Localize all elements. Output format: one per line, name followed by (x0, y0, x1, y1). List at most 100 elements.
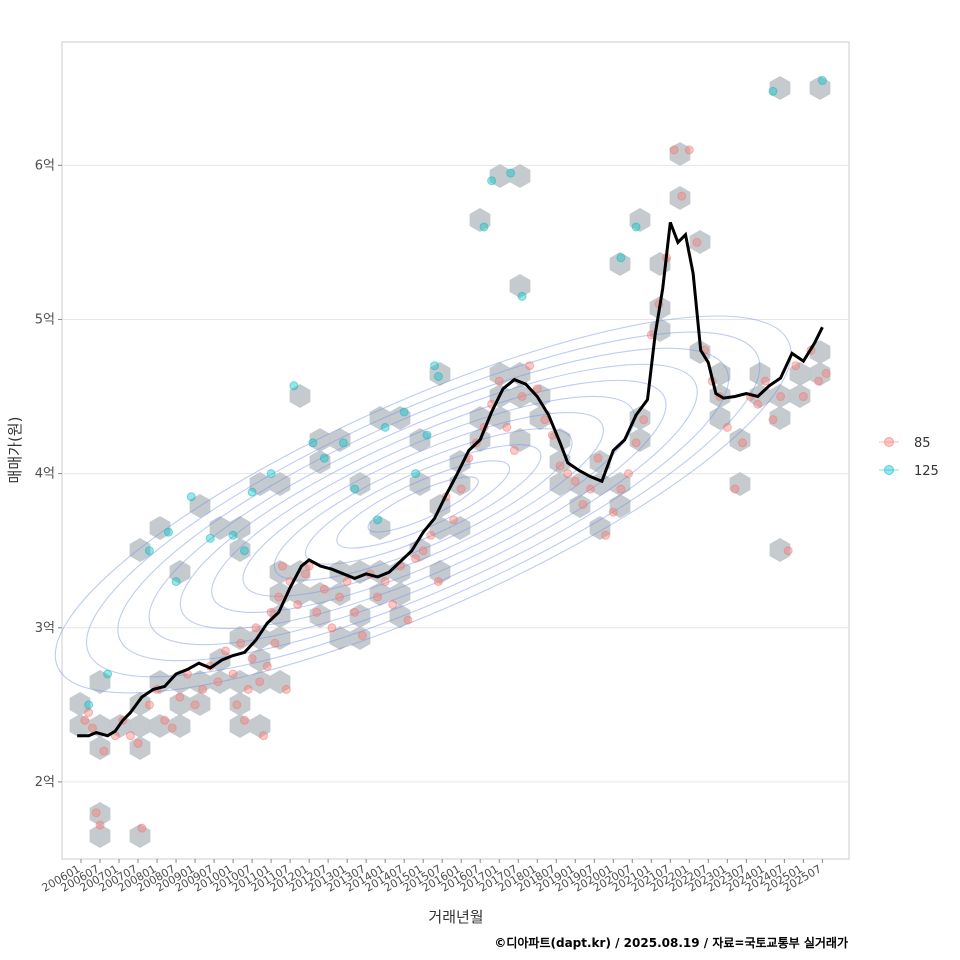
point-125 (433, 372, 443, 382)
hex-bin (389, 604, 411, 628)
hex-bin (589, 516, 611, 540)
density-contour (367, 476, 479, 533)
hex-bin (409, 428, 431, 452)
y-tick-label: 6억 (35, 158, 55, 173)
chart-caption: ©디아파트(dapt.kr) / 2025.08.19 / 자료=국토교통부 실… (494, 935, 848, 950)
point-85 (517, 392, 527, 402)
point-85 (259, 731, 269, 741)
hex-bin (129, 736, 151, 760)
point-85 (449, 515, 459, 525)
plot-panel (61, 41, 850, 860)
point-85 (563, 469, 573, 479)
point-125 (768, 86, 778, 96)
point-85 (312, 607, 322, 617)
point-85 (791, 361, 801, 371)
point-85 (623, 469, 633, 479)
point-85 (357, 630, 367, 640)
hex-bin (569, 472, 591, 496)
point-125 (399, 407, 409, 417)
point-125 (373, 515, 383, 525)
hex-bin (149, 714, 171, 738)
point-125 (228, 530, 238, 540)
hex-bin (309, 450, 331, 474)
point-85 (144, 700, 154, 710)
hex-bin (429, 560, 451, 584)
point-85 (342, 577, 352, 587)
point-125 (247, 487, 257, 497)
hex-bin (289, 582, 311, 606)
point-85 (232, 700, 242, 710)
point-125 (411, 469, 421, 479)
point-85 (585, 484, 595, 494)
hex-bin (669, 186, 691, 210)
point-85 (243, 684, 253, 694)
point-125 (266, 469, 276, 479)
hex-bin (769, 384, 791, 408)
point-125 (163, 527, 173, 537)
hex-bin (389, 406, 411, 430)
hex-bin (229, 670, 251, 694)
point-85 (411, 553, 421, 563)
point-85 (768, 415, 778, 425)
point-85 (91, 808, 101, 818)
hex-bin (769, 538, 791, 562)
point-125 (308, 438, 318, 448)
point-125 (506, 168, 516, 178)
point-85 (266, 607, 276, 617)
hex-bin (629, 208, 651, 232)
legend-key-point (884, 437, 894, 447)
density-contour (54, 315, 792, 694)
hex-bin (89, 824, 111, 848)
density-contours (54, 315, 792, 694)
hex-bin (569, 494, 591, 518)
point-85 (677, 191, 687, 201)
point-85 (692, 237, 702, 247)
point-85 (350, 607, 360, 617)
density-contour (304, 444, 542, 565)
hex-bin (489, 164, 511, 188)
hex-bin (369, 516, 391, 540)
point-85 (236, 638, 246, 648)
point-85 (80, 715, 90, 725)
point-125 (205, 533, 215, 543)
point-85 (293, 600, 303, 610)
hex-bin (229, 714, 251, 738)
point-85 (593, 453, 603, 463)
hex-bin (669, 142, 691, 166)
point-85 (95, 820, 105, 830)
hex-bin (769, 76, 791, 100)
hex-bin (229, 538, 251, 562)
hex-bin (449, 516, 471, 540)
hex-bin (789, 384, 811, 408)
point-85 (639, 415, 649, 425)
scatter-points (80, 76, 831, 833)
y-axis-title: 매매가(원) (6, 417, 24, 484)
point-85 (380, 577, 390, 587)
hex-bin (229, 692, 251, 716)
point-85 (814, 376, 824, 386)
hex-bin (749, 362, 771, 386)
point-85 (167, 723, 177, 733)
hex-bin (689, 230, 711, 254)
hex-bin (509, 274, 531, 298)
point-85 (220, 646, 230, 656)
y-tick-label: 4억 (35, 467, 55, 482)
point-85 (278, 561, 288, 571)
hex-bin (249, 670, 271, 694)
point-85 (87, 723, 97, 733)
point-85 (684, 145, 694, 155)
point-85 (509, 446, 519, 455)
point-125 (289, 381, 299, 391)
hex-bin (229, 626, 251, 650)
point-125 (144, 546, 154, 556)
hex-bin (429, 362, 451, 386)
hex-bin (189, 670, 211, 694)
point-85 (84, 708, 94, 718)
point-85 (730, 484, 740, 494)
hex-bin (269, 626, 291, 650)
point-85 (540, 415, 550, 425)
hex-bin (349, 472, 371, 496)
point-85 (274, 592, 284, 602)
point-85 (160, 715, 170, 725)
point-85 (798, 392, 808, 402)
